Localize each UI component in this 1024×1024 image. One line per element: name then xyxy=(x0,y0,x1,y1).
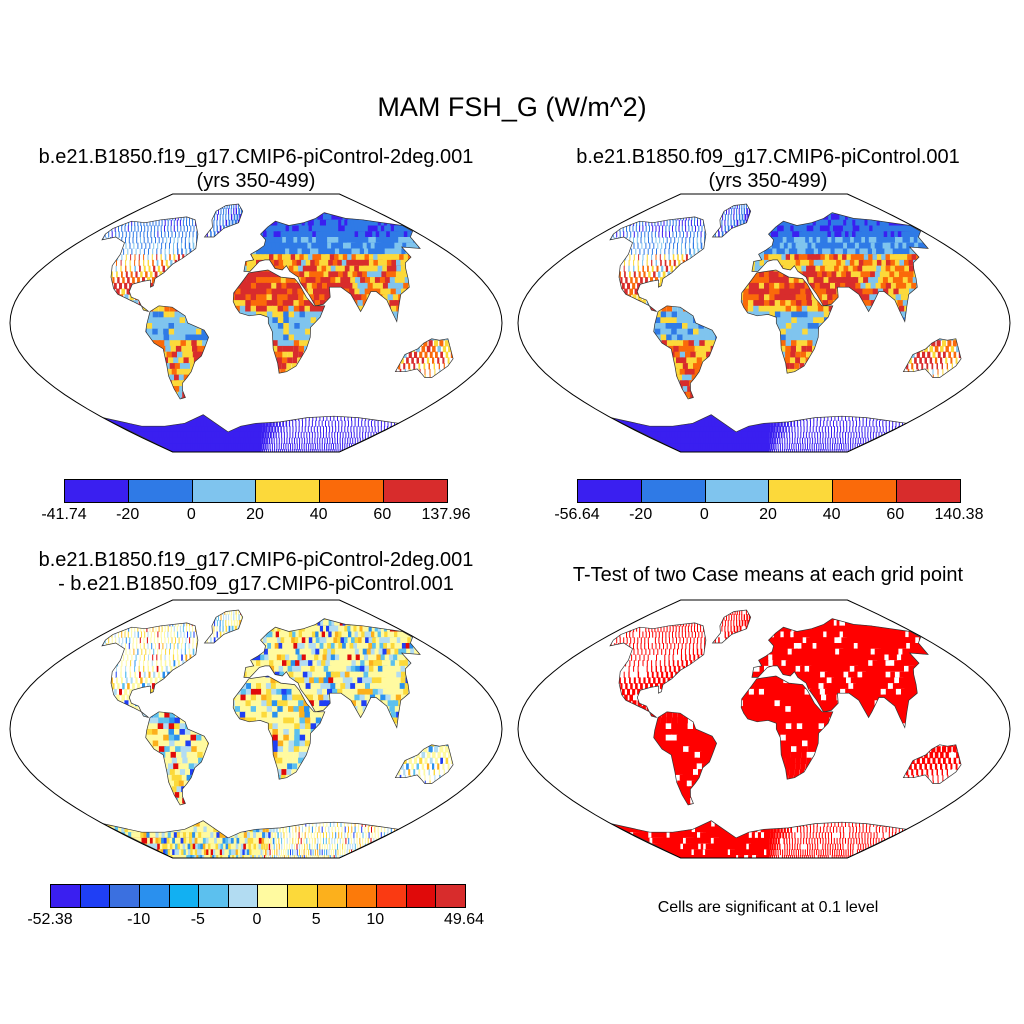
panel3-colorbar-ticks: -52.38 -10 -5 0 5 10 49.64 xyxy=(27,911,484,931)
p1-map-outline xyxy=(9,193,503,453)
panel1-colorbar xyxy=(64,479,448,503)
p2-colorbar-swatch-2 xyxy=(705,480,770,502)
p1-colorbar-swatch-2 xyxy=(192,480,257,502)
p3-colorbar-tick-1: -10 xyxy=(127,911,151,928)
p3-colorbar-swatch-2 xyxy=(110,885,140,907)
p2-colorbar-tick-3: 20 xyxy=(759,506,777,523)
p1-land-cells xyxy=(102,204,454,452)
p3-colorbar-tick-5: 10 xyxy=(366,911,385,928)
p3-colorbar-swatch-0 xyxy=(51,885,81,907)
p3-colorbar-swatch-6 xyxy=(228,885,259,907)
p3-colorbar-swatch-7 xyxy=(258,885,289,907)
p3-map-outline xyxy=(9,599,503,859)
p3-colorbar-swatch-4 xyxy=(169,885,200,907)
p2-colorbar-swatch-1 xyxy=(641,480,706,502)
panel1-colorbar-ticks: -41.74 -20 0 20 40 60 137.96 xyxy=(41,506,470,526)
panel3-title-line2: - b.e21.B1850.f09_g17.CMIP6-piControl.00… xyxy=(58,573,454,595)
p1-colorbar-tick-0: -41.74 xyxy=(41,506,87,523)
p1-colorbar-swatch-5 xyxy=(384,480,447,502)
p3-colorbar-tick-6: 49.64 xyxy=(443,911,485,928)
p2-colorbar-swatch-3 xyxy=(769,480,834,502)
figure-title: MAM FSH_G (W/m^2) xyxy=(377,92,647,122)
p1-colorbar-swatch-0 xyxy=(65,480,129,502)
p3-colorbar-tick-2: -5 xyxy=(190,911,205,928)
panel2-title-line2: (yrs 350-499) xyxy=(708,170,828,192)
p2-colorbar-tick-0: -56.64 xyxy=(554,506,600,523)
panel4-map xyxy=(517,599,1011,859)
p2-map-outline xyxy=(517,193,1011,453)
p3-colorbar-swatch-8 xyxy=(288,885,318,907)
p1-colorbar-tick-2: 0 xyxy=(186,506,196,523)
p2-colorbar-swatch-4 xyxy=(833,480,898,502)
p2-colorbar-tick-5: 60 xyxy=(886,506,905,523)
p2-colorbar-swatch-5 xyxy=(897,480,960,502)
panel2-title: b.e21.B1850.f09_g17.CMIP6-piControl.001 … xyxy=(512,145,1024,193)
panel3-title-line1: b.e21.B1850.f19_g17.CMIP6-piControl-2deg… xyxy=(38,549,474,571)
p3-colorbar-swatch-3 xyxy=(139,885,170,907)
panel4-title: T-Test of two Case means at each grid po… xyxy=(572,564,964,586)
p1-colorbar-tick-4: 40 xyxy=(309,506,328,523)
panel1-title-line2: (yrs 350-499) xyxy=(196,170,316,192)
p2-colorbar-tick-1: -20 xyxy=(629,506,653,523)
p1-colorbar-tick-3: 20 xyxy=(246,506,264,523)
p1-colorbar-tick-5: 60 xyxy=(373,506,392,523)
p3-colorbar-swatch-9 xyxy=(317,885,348,907)
p1-colorbar-tick-6: 137.96 xyxy=(421,506,471,523)
p2-colorbar-swatch-0 xyxy=(578,480,642,502)
p3-colorbar-swatch-5 xyxy=(199,885,229,907)
significance-note: Cells are significant at 0.1 level xyxy=(657,899,879,916)
p2-land-cells xyxy=(610,204,962,452)
p4-map-outline xyxy=(517,599,1011,859)
panel2-colorbar xyxy=(577,479,961,503)
p1-colorbar-tick-1: -20 xyxy=(116,506,140,523)
panel3-title: b.e21.B1850.f19_g17.CMIP6-piControl-2deg… xyxy=(0,548,512,596)
p3-land-cells xyxy=(102,610,454,858)
p2-colorbar-tick-2: 0 xyxy=(699,506,709,523)
p3-coastlines xyxy=(101,609,454,859)
panel3-colorbar xyxy=(50,884,466,908)
p2-colorbar-tick-4: 40 xyxy=(822,506,841,523)
panel3-map xyxy=(9,599,503,859)
p3-colorbar-tick-0: -52.38 xyxy=(27,911,73,928)
p3-colorbar-swatch-11 xyxy=(377,885,407,907)
panel1-title-line1: b.e21.B1850.f19_g17.CMIP6-piControl-2deg… xyxy=(38,146,474,168)
panel1-map xyxy=(9,193,503,453)
p1-colorbar-swatch-4 xyxy=(320,480,385,502)
p3-colorbar-tick-4: 5 xyxy=(311,911,321,928)
p2-colorbar-tick-6: 140.38 xyxy=(934,506,984,523)
panel2-colorbar-ticks: -56.64 -20 0 20 40 60 140.38 xyxy=(554,506,983,526)
p1-colorbar-swatch-3 xyxy=(256,480,321,502)
panel2-title-line1: b.e21.B1850.f09_g17.CMIP6-piControl.001 xyxy=(576,146,960,168)
panel2-map xyxy=(517,193,1011,453)
p3-colorbar-swatch-1 xyxy=(80,885,111,907)
p3-colorbar-swatch-10 xyxy=(347,885,378,907)
p4-land-cells xyxy=(610,610,962,858)
panel1-title: b.e21.B1850.f19_g17.CMIP6-piControl-2deg… xyxy=(0,145,512,193)
p3-colorbar-tick-3: 0 xyxy=(252,911,262,928)
p3-colorbar-swatch-13 xyxy=(436,885,465,907)
p1-colorbar-swatch-1 xyxy=(128,480,193,502)
p3-colorbar-swatch-12 xyxy=(406,885,437,907)
